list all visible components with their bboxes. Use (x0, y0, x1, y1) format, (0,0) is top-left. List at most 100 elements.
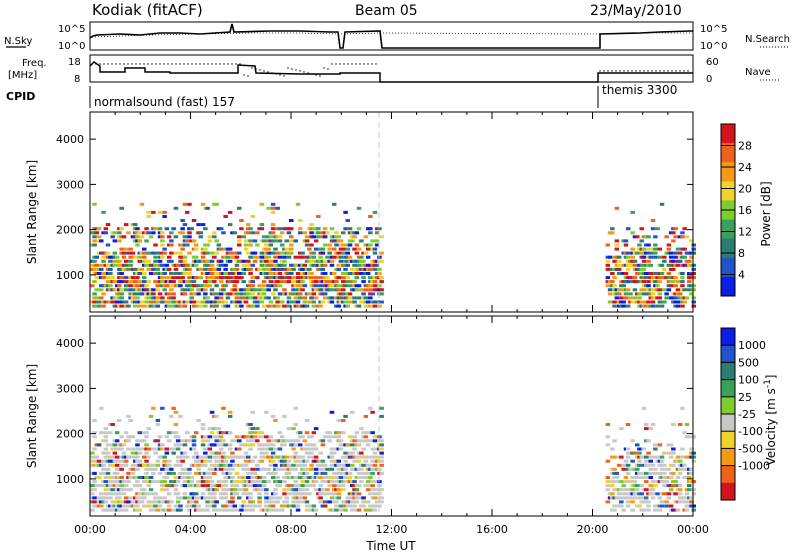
nave-dot (307, 72, 309, 74)
power-cell (673, 235, 678, 239)
power-cell (212, 255, 217, 259)
power-cell (675, 304, 681, 308)
velocity-cell (264, 504, 269, 508)
velocity-cell (662, 500, 667, 504)
power-cell (203, 247, 208, 251)
power-cell (96, 227, 102, 231)
velocity-cell (632, 484, 638, 488)
power-cell (341, 292, 346, 296)
velocity-cell (137, 431, 142, 435)
velocity-cell (94, 455, 99, 459)
power-cell (119, 227, 124, 231)
velocity-cell (216, 455, 222, 459)
power-colorbar-tick-label: 20 (738, 183, 752, 196)
power-cell (338, 239, 344, 243)
nave-dot (283, 75, 285, 77)
power-cell (225, 304, 231, 308)
velocity-cell (128, 419, 133, 422)
nave-dot (651, 70, 653, 72)
power-cell (334, 239, 339, 243)
nave-dot (339, 63, 341, 65)
power-cell (625, 288, 631, 292)
velocity-cell (198, 471, 203, 475)
velocity-cell (223, 496, 228, 500)
nave-dot (139, 63, 141, 65)
velocity-cell (246, 435, 251, 439)
power-cell (359, 255, 364, 259)
velocity-cell (354, 431, 360, 435)
velocity-cell (189, 496, 194, 500)
velocity-cell (621, 492, 626, 496)
velocity-cell (336, 419, 341, 422)
velocity-cell (610, 484, 615, 488)
power-cell (200, 251, 206, 255)
velocity-cell (379, 500, 384, 504)
velocity-cell (248, 431, 253, 435)
power-cell (295, 272, 301, 275)
velocity-cell (668, 488, 674, 492)
power-cell (628, 296, 633, 300)
velocity-cell (166, 431, 172, 435)
velocity-cell (641, 496, 647, 500)
velocity-cell (218, 463, 224, 467)
power-cell (673, 300, 678, 304)
power-cell (160, 255, 165, 259)
velocity-cell (275, 447, 280, 451)
velocity-cell (92, 435, 97, 439)
velocity-cell (257, 496, 262, 500)
velocity-cell (625, 467, 631, 471)
velocity-cell (350, 480, 355, 484)
velocity-cell (282, 480, 287, 484)
velocity-cell (178, 414, 183, 418)
velocity-cell (350, 484, 355, 488)
velocity-cell (646, 500, 651, 504)
power-cell (365, 300, 371, 304)
velocity-cell (675, 455, 681, 459)
power-cell (264, 255, 269, 259)
power-cell (329, 263, 335, 267)
power-cell (304, 255, 310, 259)
power-cell (123, 223, 129, 227)
velocity-cell (103, 488, 109, 492)
velocity-cell (99, 492, 104, 496)
velocity-cell (212, 508, 217, 512)
power-cell (311, 280, 317, 284)
velocity-cell (309, 451, 314, 455)
velocity-cell (241, 488, 246, 492)
power-cell (175, 276, 181, 280)
velocity-cell (605, 435, 611, 439)
velocity-colorbar-tick-label: -1000 (738, 460, 770, 473)
power-cell (639, 263, 644, 267)
velocity-cell (212, 451, 217, 455)
velocity-cell (671, 480, 676, 484)
power-cell (336, 235, 341, 239)
velocity-colorbar-swatch (721, 448, 735, 467)
power-cell (607, 288, 613, 292)
velocity-cell (135, 508, 140, 512)
velocity-cell (341, 500, 346, 504)
velocity-cell (227, 414, 233, 418)
velocity-cell (135, 459, 140, 463)
power-cell (300, 251, 305, 255)
velocity-cell (144, 431, 149, 435)
power-cell (223, 263, 228, 267)
velocity-cell (304, 500, 310, 504)
velocity-cell (175, 439, 181, 443)
power-cell (126, 231, 131, 235)
velocity-cell (644, 480, 649, 484)
velocity-cell (659, 455, 665, 459)
power-cell (243, 239, 249, 243)
power-cell (632, 276, 638, 280)
power-cell (114, 300, 120, 304)
velocity-cell (322, 476, 328, 479)
velocity-cell (641, 406, 647, 410)
velocity-cell (673, 459, 678, 463)
power-cell (650, 280, 656, 284)
velocity-cell (200, 484, 206, 488)
velocity-cell (164, 488, 170, 492)
power-cell (671, 300, 676, 304)
velocity-cell (230, 500, 235, 504)
nave-dot (243, 74, 245, 76)
power-cell (241, 272, 246, 275)
velocity-cell (329, 410, 335, 414)
